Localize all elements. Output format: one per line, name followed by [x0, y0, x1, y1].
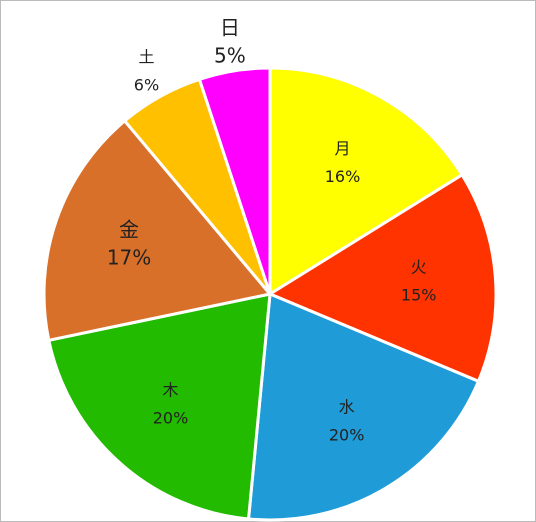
slice-category-label: 水 — [339, 397, 355, 416]
slice-value-label: 5% — [214, 44, 246, 68]
pie-slice — [42, 118, 273, 343]
pie-slice — [266, 172, 498, 384]
slice-category-label: 金 — [119, 218, 139, 242]
slice-category-label: 月 — [335, 139, 351, 158]
slice-value-label: 15% — [401, 286, 437, 305]
slice-category-label: 火 — [411, 258, 427, 277]
slice-value-label: 16% — [325, 167, 361, 186]
slice-value-label: 20% — [153, 409, 189, 428]
pie-slice — [47, 292, 272, 521]
slice-value-label: 17% — [107, 246, 151, 270]
slice-category-label: 木 — [163, 381, 179, 400]
slice-category-label: 土 — [138, 48, 154, 67]
pie-slice — [197, 66, 272, 295]
pie-slice — [246, 291, 481, 522]
slice-value-label: 20% — [329, 425, 365, 444]
pie-slice — [268, 66, 465, 297]
slice-value-label: 6% — [134, 76, 159, 95]
slice-category-label: 日 — [220, 16, 240, 40]
